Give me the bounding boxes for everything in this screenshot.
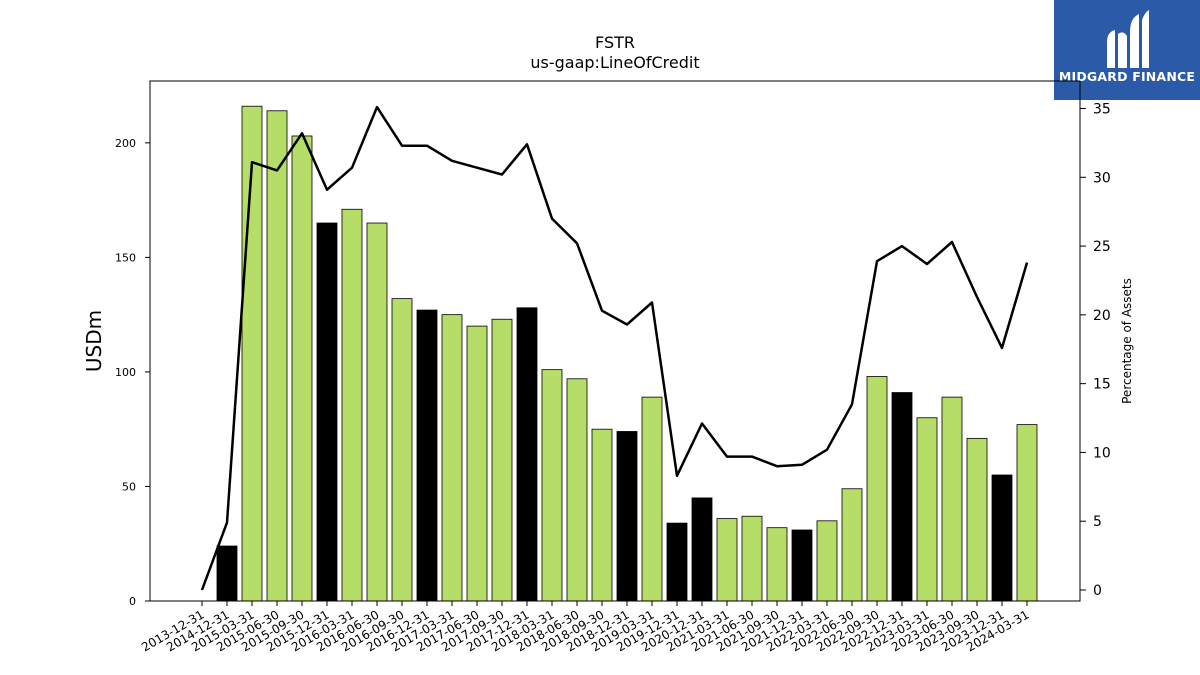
- bar: [641, 396, 663, 602]
- bar: [691, 497, 713, 602]
- axes: 050100150200051015202530352013-12-312014…: [115, 80, 1111, 654]
- bar: [366, 222, 388, 602]
- bar: [216, 545, 238, 602]
- bar: [766, 527, 788, 602]
- bar: [841, 488, 863, 602]
- midgard-logo-icon: [1107, 10, 1149, 68]
- bar: [591, 428, 613, 602]
- bar: [291, 135, 313, 602]
- bar: [966, 437, 988, 602]
- bar: [516, 307, 538, 602]
- bar: [616, 431, 638, 602]
- y2-tick-label: 25: [1093, 239, 1111, 255]
- bar-series: [216, 105, 1038, 602]
- bar: [416, 309, 438, 602]
- y-tick-label: 0: [129, 595, 136, 608]
- y2-tick-label: 10: [1093, 445, 1111, 461]
- bar: [1016, 424, 1038, 602]
- bar: [816, 520, 838, 602]
- y-tick-label: 150: [115, 251, 136, 264]
- y2-tick-label: 5: [1093, 514, 1102, 530]
- bar: [941, 396, 963, 602]
- y-axis-label: USDm: [82, 310, 106, 372]
- chart-title: FSTR: [595, 33, 635, 52]
- y2-tick-label: 30: [1093, 170, 1111, 186]
- line-series: [200, 105, 1029, 591]
- bar: [791, 529, 813, 602]
- y2-tick-label: 0: [1093, 583, 1102, 599]
- percentage-line: [200, 105, 1029, 591]
- bar: [341, 208, 363, 602]
- y2-tick-label: 15: [1093, 377, 1111, 393]
- bar: [491, 318, 513, 602]
- bar: [316, 222, 338, 602]
- y-tick-label: 50: [122, 480, 136, 493]
- bar: [991, 474, 1013, 602]
- chart-subtitle: us-gaap:LineOfCredit: [530, 53, 699, 72]
- bar: [566, 378, 588, 602]
- brand-logo: MIDGARD FINANCE: [1054, 0, 1200, 100]
- bar: [441, 314, 463, 602]
- bar: [916, 417, 938, 602]
- y-tick-label: 200: [115, 137, 136, 150]
- bar: [666, 522, 688, 602]
- bar: [866, 376, 888, 602]
- bar: [741, 515, 763, 602]
- bar: [466, 325, 488, 602]
- bar: [716, 518, 738, 602]
- plot-frame: [149, 80, 1081, 602]
- bar: [241, 105, 263, 602]
- bar: [891, 392, 913, 602]
- y2-tick-label: 20: [1093, 308, 1111, 324]
- y2-tick-label: 35: [1093, 102, 1111, 118]
- bar: [391, 298, 413, 602]
- y2-axis-label: Percentage of Assets: [1120, 278, 1134, 404]
- bar: [266, 110, 288, 602]
- y-tick-label: 100: [115, 366, 136, 379]
- bar: [541, 369, 563, 602]
- brand-name: MIDGARD FINANCE: [1058, 69, 1196, 84]
